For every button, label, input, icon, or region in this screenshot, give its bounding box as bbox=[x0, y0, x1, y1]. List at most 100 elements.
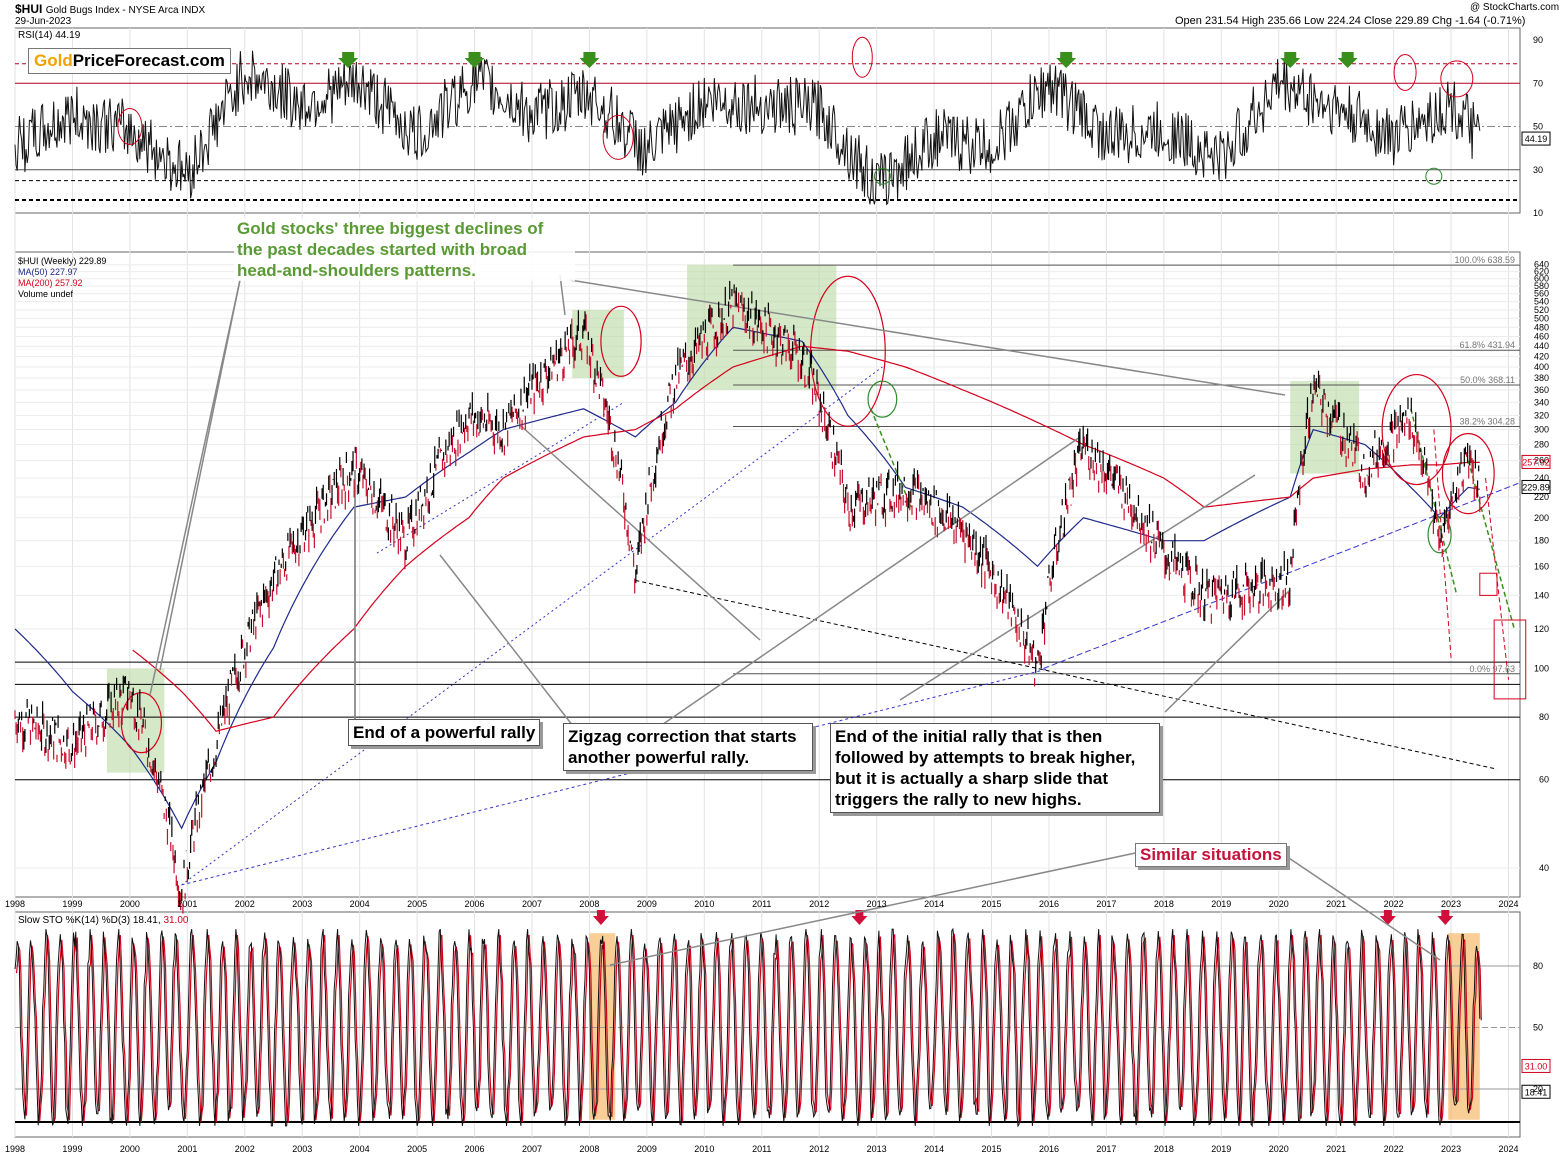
rsi-ellipse bbox=[873, 167, 891, 185]
year-tick-label: 2022 bbox=[1384, 1144, 1404, 1154]
red-down-arrow bbox=[1437, 910, 1454, 925]
price-tick-label: 620 bbox=[1534, 267, 1549, 277]
callout-connector bbox=[439, 554, 581, 736]
legend-item-ma200: MA(200) 257.92 bbox=[18, 278, 83, 288]
fib-label: 100.0% 638.59 bbox=[1454, 255, 1515, 265]
chart-date: 29-Jun-2023 bbox=[15, 16, 72, 27]
price-tick-label: 220 bbox=[1534, 492, 1549, 502]
green-down-arrow bbox=[338, 52, 359, 68]
pattern-ellipse bbox=[867, 380, 898, 418]
callout-connector bbox=[1279, 851, 1441, 961]
price-last-tag-text: 229.89 bbox=[1522, 482, 1550, 492]
price-tick-label: 580 bbox=[1534, 281, 1549, 291]
rsi-tick-label: 30 bbox=[1533, 165, 1543, 175]
sto-label: Slow STO %K(14) %D(3) 18.41, 31.00 bbox=[18, 915, 189, 926]
price-tick-label: 160 bbox=[1534, 561, 1549, 571]
price-tick-label: 360 bbox=[1534, 385, 1549, 395]
price-tick-label: 640 bbox=[1534, 260, 1549, 270]
year-tick-label: 2024 bbox=[1498, 899, 1518, 909]
green-down-arrow bbox=[1280, 52, 1301, 68]
year-tick-label: 2004 bbox=[350, 899, 370, 909]
year-tick-label: 2001 bbox=[177, 1144, 197, 1154]
price-tick-label: 440 bbox=[1534, 341, 1549, 351]
initial-rally-annotation: End of the initial rally that is then fo… bbox=[830, 723, 1160, 813]
pattern-ellipse bbox=[809, 275, 886, 427]
year-tick-label: 2019 bbox=[1211, 899, 1231, 909]
year-tick-label: 2015 bbox=[982, 899, 1002, 909]
rsi-last-tag bbox=[1521, 131, 1551, 146]
year-tick-label: 2023 bbox=[1441, 1144, 1461, 1154]
rsi-ellipse bbox=[117, 108, 143, 145]
year-tick-label: 2013 bbox=[867, 1144, 887, 1154]
pattern-ellipse bbox=[600, 305, 642, 377]
hs-annotation: Gold stocks' three biggest declines of t… bbox=[234, 218, 575, 281]
year-tick-label: 2017 bbox=[1096, 899, 1116, 909]
year-tick-label: 2023 bbox=[1441, 899, 1461, 909]
price-tick-label: 320 bbox=[1534, 411, 1549, 421]
year-tick-label: 2014 bbox=[924, 1144, 944, 1154]
price-tick-label: 560 bbox=[1534, 289, 1549, 299]
price-tick-label: 380 bbox=[1534, 373, 1549, 383]
rsi-ellipse bbox=[1393, 53, 1417, 91]
year-tick-label: 2011 bbox=[752, 1144, 771, 1154]
price-tick-label: 140 bbox=[1534, 590, 1549, 600]
trend-line bbox=[181, 668, 1050, 886]
year-tick-label: 2019 bbox=[1211, 1144, 1231, 1154]
price-tick-label: 40 bbox=[1539, 863, 1549, 873]
price-tick-label: 400 bbox=[1534, 362, 1549, 372]
rsi-tick-label: 10 bbox=[1533, 208, 1543, 218]
rsi-ellipse bbox=[602, 114, 634, 160]
sto-tick-label: 50 bbox=[1533, 1023, 1543, 1033]
red-down-arrow bbox=[592, 910, 609, 925]
year-tick-label: 2021 bbox=[1326, 1144, 1346, 1154]
callout-connector bbox=[899, 474, 1256, 701]
target-box bbox=[1479, 572, 1498, 596]
green-down-arrow bbox=[1337, 52, 1358, 68]
rsi-tick-label: 90 bbox=[1533, 35, 1543, 45]
price-legend: $HUI (Weekly) 229.89 MA(50) 227.97 MA(20… bbox=[18, 256, 106, 300]
year-tick-label: 2018 bbox=[1154, 899, 1174, 909]
year-tick-label: 2018 bbox=[1154, 1144, 1174, 1154]
year-tick-label: 2012 bbox=[809, 1144, 829, 1154]
year-tick-label: 2002 bbox=[235, 899, 255, 909]
rsi-tick-label: 70 bbox=[1533, 78, 1543, 88]
price-tick-label: 420 bbox=[1534, 351, 1549, 361]
logo: GoldPriceForecast.com bbox=[28, 48, 231, 74]
price-tick-label: 300 bbox=[1534, 425, 1549, 435]
sto-d-last-tag-text: 31.00 bbox=[1525, 1061, 1548, 1071]
price-tick-label: 540 bbox=[1534, 297, 1549, 307]
callout-connector bbox=[639, 436, 1081, 741]
year-tick-label: 2015 bbox=[982, 1144, 1002, 1154]
rsi-tick-label: 50 bbox=[1533, 122, 1543, 132]
price-tick-label: 180 bbox=[1534, 536, 1549, 546]
price-tick-label: 600 bbox=[1534, 274, 1549, 284]
price-tick-label: 500 bbox=[1534, 313, 1549, 323]
ma200-last-tag-text: 257.92 bbox=[1522, 457, 1550, 467]
year-tick-label: 2010 bbox=[694, 1144, 714, 1154]
green-down-arrow bbox=[464, 52, 485, 68]
year-tick-label: 2020 bbox=[1269, 899, 1289, 909]
price-tick-label: 280 bbox=[1534, 440, 1549, 450]
sto-k-line bbox=[14, 927, 1481, 1128]
year-tick-label: 2005 bbox=[407, 1144, 427, 1154]
price-tick-label: 80 bbox=[1539, 712, 1549, 722]
year-tick-label: 2004 bbox=[350, 1144, 370, 1154]
year-tick-label: 2010 bbox=[694, 899, 714, 909]
trend-line bbox=[181, 366, 883, 886]
year-tick-label: 2014 bbox=[924, 899, 944, 909]
fib-label: 38.2% 304.28 bbox=[1459, 416, 1515, 426]
price-tick-label: 200 bbox=[1534, 513, 1549, 523]
projection-line bbox=[1467, 460, 1515, 630]
projection-line bbox=[870, 408, 912, 508]
sto-k-last-tag-text: 18.41 bbox=[1525, 1087, 1548, 1097]
callout-connector bbox=[159, 279, 241, 671]
legend-item-ma50: MA(50) 227.97 bbox=[18, 267, 78, 277]
year-tick-label: 1998 bbox=[5, 899, 25, 909]
rally-annotation: End of a powerful rally bbox=[348, 719, 541, 746]
red-down-arrow bbox=[1379, 910, 1396, 925]
pattern-ellipse bbox=[1381, 373, 1452, 486]
year-tick-label: 1998 bbox=[5, 1144, 25, 1154]
year-tick-label: 2011 bbox=[752, 899, 771, 909]
sto-d-last-tag bbox=[1521, 1058, 1551, 1073]
trend-line bbox=[376, 401, 625, 554]
